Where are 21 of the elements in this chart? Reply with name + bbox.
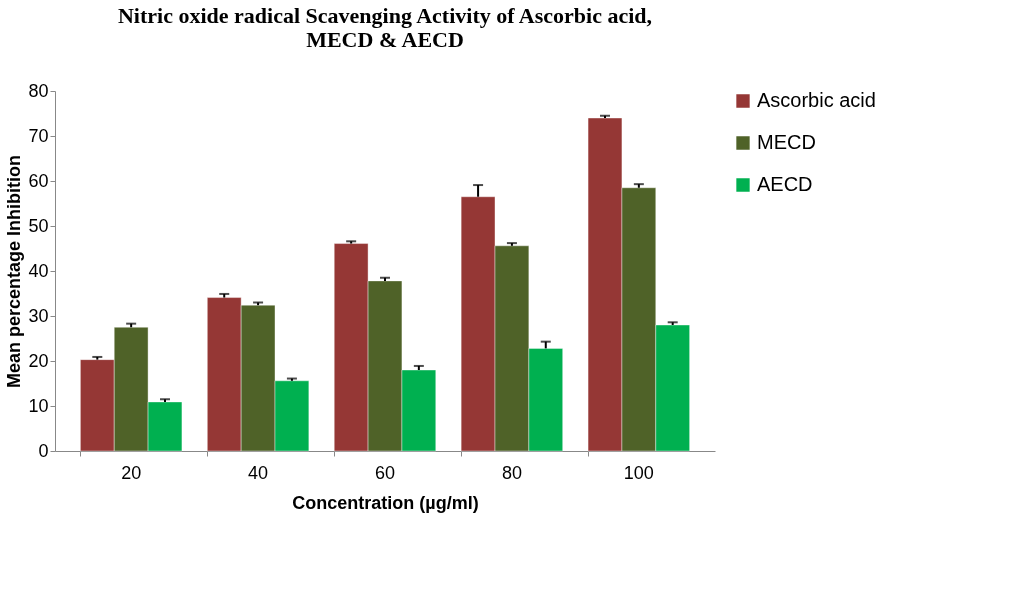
y-tick-label: 80 (28, 80, 49, 101)
y-tick-label: 30 (28, 305, 49, 326)
text: MECD & AECD (306, 27, 464, 52)
x-tick-label: 40 (248, 462, 269, 483)
y-tick-label: 60 (28, 170, 49, 191)
y-tick-label: 10 (28, 395, 49, 416)
legend-label: Ascorbic acid (757, 89, 876, 111)
y-tick-label: 40 (28, 260, 49, 281)
x-tick-label: 100 (623, 462, 654, 483)
y-axis-title: Mean percentage Inhibition (4, 154, 25, 389)
y-tick-label: 20 (28, 350, 49, 371)
y-tick-label: 50 (28, 215, 49, 236)
x-tick-label: 60 (374, 462, 396, 483)
x-axis-title: Concentration (µg/ml) (292, 492, 479, 513)
x-tick-label: 80 (501, 462, 522, 483)
y-tick-label: 0 (38, 440, 49, 461)
legend-label: MECD (757, 131, 816, 153)
text: Nitric oxide radical Scavenging Activity of Ascorbic acid, (117, 3, 653, 28)
y-tick-label: 70 (28, 125, 49, 146)
legend-label: AECD (757, 173, 813, 195)
x-tick-label: 20 (121, 462, 142, 483)
